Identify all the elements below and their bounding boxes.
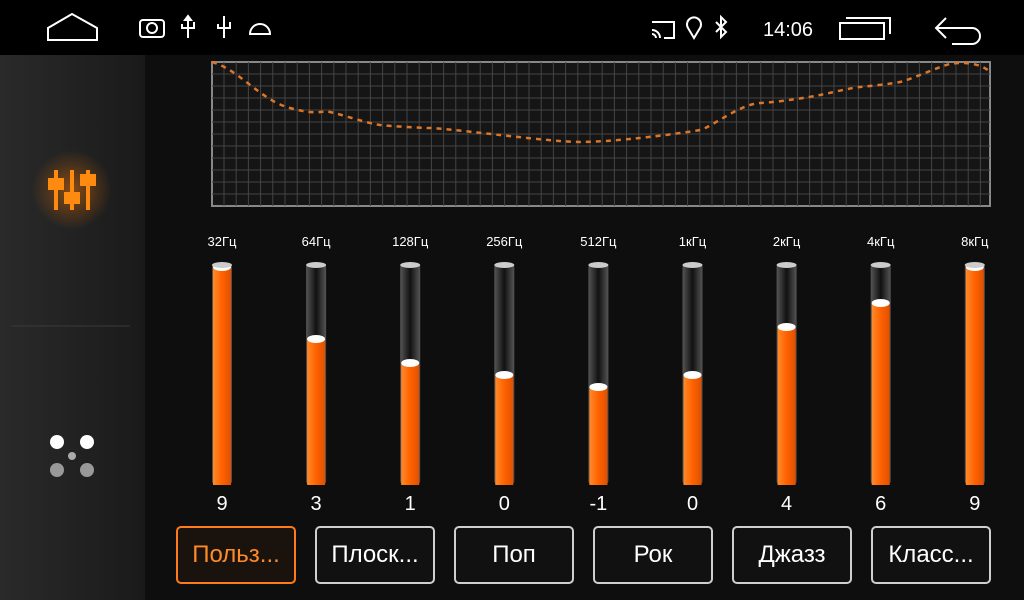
band-value: 4	[781, 493, 792, 515]
preset-button[interactable]: Польз...	[176, 526, 296, 584]
apps-icon[interactable]	[50, 435, 94, 477]
preset-button[interactable]: Джазз	[732, 526, 852, 584]
band-label: 4кГц	[867, 234, 895, 249]
band-label: 128Гц	[392, 234, 429, 249]
slider-cap	[306, 262, 327, 268]
eq-icon[interactable]	[48, 170, 96, 210]
band-label: 2кГц	[773, 234, 801, 249]
status-icons	[139, 14, 728, 40]
band-label: 512Гц	[580, 234, 617, 249]
preset-button[interactable]: Рок	[593, 526, 713, 584]
band-value: 1	[405, 493, 416, 515]
slider-fill	[401, 363, 420, 485]
band-label: 1кГц	[679, 234, 707, 249]
slider-fill	[495, 375, 514, 485]
band-label: 256Гц	[486, 234, 523, 249]
slider-cap	[400, 262, 421, 268]
slider-fill	[871, 303, 890, 485]
window-icon[interactable]	[839, 17, 891, 40]
slider-cap	[494, 262, 515, 268]
slider-fill	[683, 375, 702, 485]
band-value: 0	[499, 493, 510, 515]
slider-cap	[776, 262, 797, 268]
slider-fill	[777, 327, 796, 485]
slider-fill	[965, 267, 984, 485]
slider-knob[interactable]	[871, 299, 890, 307]
preset-button[interactable]: Поп	[454, 526, 574, 584]
slider-knob[interactable]	[777, 323, 796, 331]
home-icon[interactable]	[47, 12, 98, 41]
band-value: 3	[311, 493, 322, 515]
band-value: -1	[590, 493, 608, 515]
slider-knob[interactable]	[307, 335, 326, 343]
band-label: 64Гц	[302, 234, 331, 249]
slider-cap	[212, 262, 232, 268]
slider-knob[interactable]	[495, 371, 514, 379]
slider-fill	[307, 339, 326, 485]
slider-knob[interactable]	[401, 359, 420, 367]
slider-fill	[213, 267, 231, 485]
band-value: 0	[687, 493, 698, 515]
band-value: 9	[969, 493, 980, 515]
preset-button[interactable]: Плоск...	[315, 526, 435, 584]
clock: 14:06	[763, 19, 813, 41]
slider-cap	[682, 262, 703, 268]
slider-cap	[588, 262, 609, 268]
slider-cap	[964, 262, 985, 268]
band-value: 6	[875, 493, 886, 515]
band-label: 32Гц	[208, 234, 237, 249]
back-icon[interactable]	[934, 17, 981, 45]
slider-cap	[870, 262, 891, 268]
eq-graph	[211, 61, 991, 207]
slider-knob[interactable]	[683, 371, 702, 379]
status-bar	[0, 0, 1024, 55]
slider-knob[interactable]	[589, 383, 608, 391]
eq-curve	[211, 60, 991, 144]
band-label: 8кГц	[961, 234, 989, 249]
slider-fill	[589, 387, 608, 485]
band-value: 9	[216, 493, 227, 515]
sidebar	[0, 55, 145, 600]
preset-button[interactable]: Класс...	[871, 526, 991, 584]
